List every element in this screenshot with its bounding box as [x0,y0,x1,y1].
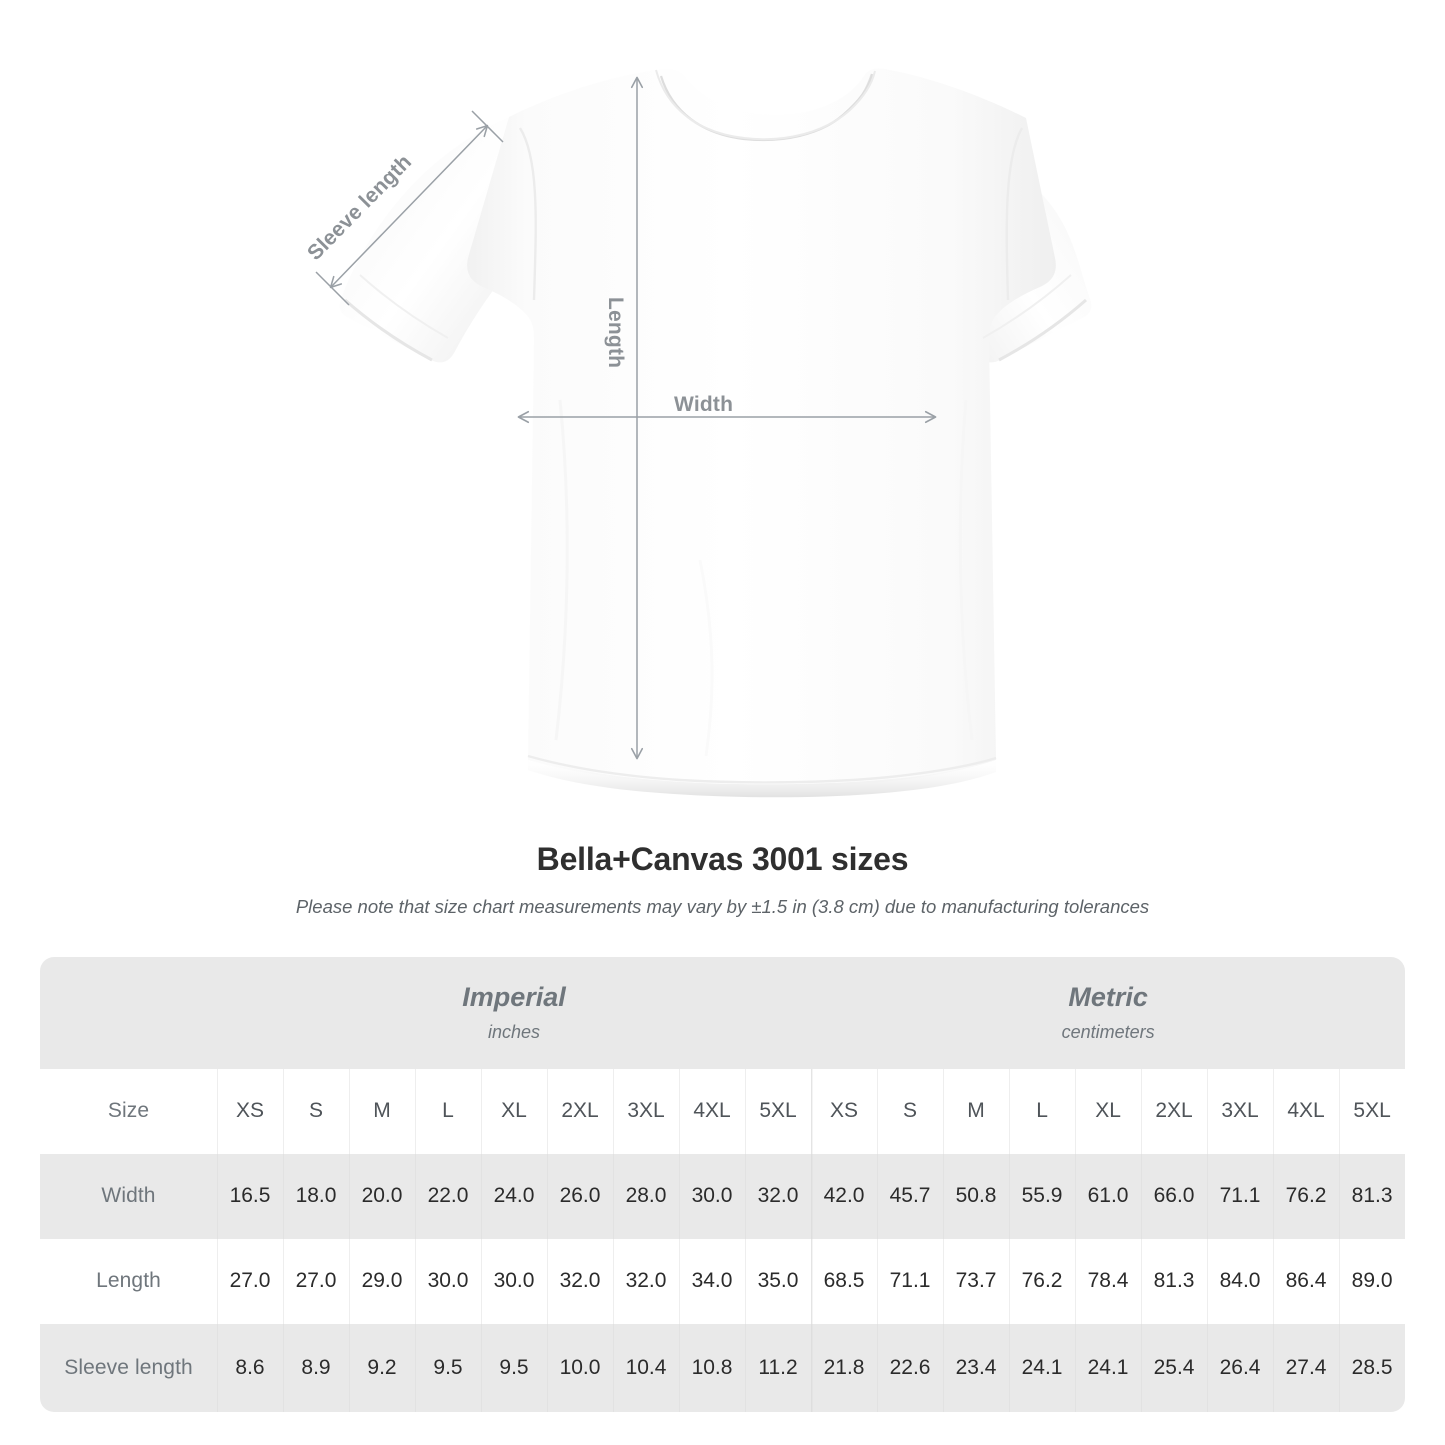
measurement-cell: 76.2 [1273,1153,1340,1239]
measurement-cell: 61.0 [1075,1153,1142,1239]
measurement-cell: 25.4 [1141,1323,1208,1412]
unit-name-metric: Metric [1068,982,1148,1013]
measurement-cell: 89.0 [1339,1238,1406,1324]
measurement-cell: 24.1 [1009,1323,1076,1412]
measurement-cell: 27.0 [217,1238,283,1324]
size-header-cell: XS [811,1068,878,1154]
size-header-cell: L [1009,1068,1076,1154]
unit-header-metric: Metric centimeters [811,956,1406,1069]
shirt-body-shape [339,68,1092,798]
measurement-cell: 29.0 [349,1238,415,1324]
size-header-cell: M [349,1068,415,1154]
size-header-cell: 2XL [1141,1068,1208,1154]
measurement-cell: 26.4 [1207,1323,1274,1412]
measurement-cell: 86.4 [1273,1238,1340,1324]
measurement-cell: 11.2 [745,1323,812,1412]
row-label-sleeve-length: Sleeve length [40,1323,217,1412]
unit-banner-row: Imperial inches Metric centimeters [40,956,1406,1069]
table-row: Length 27.0 27.0 29.0 30.0 30.0 32.0 32.0 34.0 35… [40,1238,1406,1324]
measurement-cell: 27.4 [1273,1323,1340,1412]
measurement-cell: 10.8 [679,1323,745,1412]
table-row: Sleeve length 8.6 8.9 9.2 9.5 9.5 10.0 10.4 10.8… [40,1323,1406,1412]
row-label-width: Width [40,1153,217,1239]
size-header-cell: S [877,1068,944,1154]
measurement-cell: 9.5 [415,1323,481,1412]
length-label: Length [604,297,627,369]
measurement-cell: 73.7 [943,1238,1010,1324]
measurement-cell: 27.0 [283,1238,349,1324]
width-label: Width [674,393,734,416]
measurement-cell: 78.4 [1075,1238,1142,1324]
measurement-cell: 76.2 [1009,1238,1076,1324]
unit-banner-spacer [40,956,217,1069]
measurement-cell: 9.5 [481,1323,547,1412]
row-label-length: Length [40,1238,217,1324]
size-header-cell: 3XL [613,1068,679,1154]
measurement-cell: 45.7 [877,1153,944,1239]
measurement-cell: 20.0 [349,1153,415,1239]
unit-sub-imperial: inches [488,1022,541,1043]
measurement-cell: 71.1 [877,1238,944,1324]
unit-sub-metric: centimeters [1061,1022,1155,1043]
unit-header-imperial: Imperial inches [217,956,812,1069]
size-chart-table: Imperial inches Metric centimeters Size XS S M L… [40,956,1406,1412]
measurement-cell: 55.9 [1009,1153,1076,1239]
measurement-cell: 28.0 [613,1153,679,1239]
measurement-cell: 30.0 [415,1238,481,1324]
size-header-cell: 3XL [1207,1068,1274,1154]
measurement-cell: 50.8 [943,1153,1010,1239]
size-header-cell: S [283,1068,349,1154]
row-label-size: Size [40,1068,217,1154]
table-row: Width 16.5 18.0 20.0 22.0 24.0 26.0 28.0 30.0 32.… [40,1153,1406,1239]
measurement-cell: 32.0 [613,1238,679,1324]
measurement-cell: 30.0 [481,1238,547,1324]
measurement-cell: 81.3 [1339,1153,1406,1239]
sleeve-length-arrow [315,110,504,306]
size-header-cell: 5XL [1339,1068,1406,1154]
measurement-cell: 16.5 [217,1153,283,1239]
measurement-cell: 68.5 [811,1238,878,1324]
measurement-cell: 81.3 [1141,1238,1208,1324]
size-header-cell: XL [481,1068,547,1154]
unit-name-imperial: Imperial [462,982,566,1013]
title-block: Bella+Canvas 3001 sizes Please note that… [0,840,1445,919]
measurement-cell: 21.8 [811,1323,878,1412]
tolerance-note: Please note that size chart measurements… [295,896,1150,918]
measurement-cell: 8.9 [283,1323,349,1412]
size-chart-table-wrapper: Imperial inches Metric centimeters Size XS S M L… [40,956,1406,1412]
measurement-cell: 71.1 [1207,1153,1274,1239]
measurement-cell: 26.0 [547,1153,613,1239]
measurement-cell: 34.0 [679,1238,745,1324]
size-header-cell: 4XL [1273,1068,1340,1154]
measurement-cell: 42.0 [811,1153,878,1239]
measurement-cell: 32.0 [745,1153,812,1239]
size-header-cell: L [415,1068,481,1154]
measurement-cell: 8.6 [217,1323,283,1412]
measurement-cell: 24.0 [481,1153,547,1239]
measurement-cell: 32.0 [547,1238,613,1324]
measurement-cell: 10.0 [547,1323,613,1412]
size-header-row: Size XS S M L XL 2XL 3XL 4XL 5XL XS S M L XL 2XL 3XL 4XL 5… [40,1068,1406,1154]
measurement-cell: 28.5 [1339,1323,1406,1412]
measurement-cell: 35.0 [745,1238,812,1324]
measurement-cell: 18.0 [283,1153,349,1239]
size-header-cell: M [943,1068,1010,1154]
tshirt-illustration [315,68,1092,798]
measurement-cell: 9.2 [349,1323,415,1412]
measurement-cell: 23.4 [943,1323,1010,1412]
page-title: Bella+Canvas 3001 sizes [536,841,909,877]
measurement-cell: 30.0 [679,1153,745,1239]
measurement-cell: 22.6 [877,1323,944,1412]
size-header-cell: 5XL [745,1068,812,1154]
measurement-cell: 24.1 [1075,1323,1142,1412]
measurement-cell: 84.0 [1207,1238,1274,1324]
tshirt-measurement-diagram: Sleeve length Length Width [303,68,1092,798]
size-header-cell: XL [1075,1068,1142,1154]
size-header-cell: XS [217,1068,283,1154]
size-header-cell: 2XL [547,1068,613,1154]
measurement-cell: 10.4 [613,1323,679,1412]
measurement-cell: 66.0 [1141,1153,1208,1239]
measurement-cell: 22.0 [415,1153,481,1239]
size-header-cell: 4XL [679,1068,745,1154]
